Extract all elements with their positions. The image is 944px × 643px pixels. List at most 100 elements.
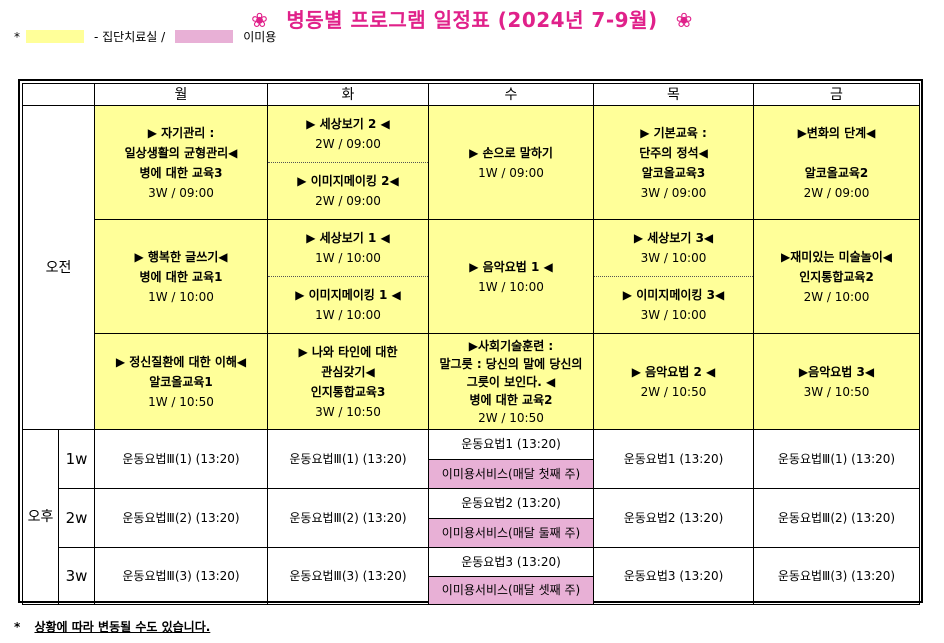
pm-cell-tue: 운동요법Ⅲ(3) (13:20) <box>267 547 429 605</box>
flower-icon: ❀ <box>251 8 269 32</box>
pm-wed-exercise: 운동요법1 (13:20) <box>429 430 593 460</box>
cell-line: ▶음악요법 3◀ <box>798 364 875 379</box>
cell-line: 2W / 09:00 <box>315 137 381 151</box>
am-cell-thu: ▶ 기본교육 : 단주의 정석◀ 알코올교육3 3W / 09:00 <box>593 105 754 220</box>
cell-line: ▶ 행복한 글쓰기◀ <box>134 249 228 264</box>
cell-line: 1W / 10:00 <box>148 289 214 304</box>
am-cell-mon: ▶ 자기관리 : 일상생활의 균형관리◀ 병에 대한 교육3 3W / 09:0… <box>94 105 268 220</box>
cell-line: 그릇이 보인다. ◀ <box>466 374 556 389</box>
pm-cell-mon: 운동요법Ⅲ(2) (13:20) <box>94 488 268 548</box>
pm-cell-mon: 운동요법Ⅲ(3) (13:20) <box>94 547 268 605</box>
schedule-table: 월 화 수 목 금 오전 ▶ 자기관리 : 일상생활의 균형관리◀ 병에 대한 … <box>22 83 920 605</box>
pm-cell-fri: 운동요법Ⅲ(3) (13:20) <box>753 547 920 605</box>
am-cell-fri: ▶음악요법 3◀ 3W / 10:50 <box>753 333 920 430</box>
pm-cell-wed: 운동요법2 (13:20) 이미용서비스(매달 둘째 주) <box>428 488 594 548</box>
cell-line: 인지통합교육3 <box>310 384 386 399</box>
cell-line: 3W / 10:00 <box>640 308 707 322</box>
am-cell-tue: ▶ 나와 타인에 대한 관심갖기◀ 인지통합교육3 3W / 10:50 <box>267 333 429 430</box>
cell-line: ▶ 이미지메이킹 3◀ <box>622 288 725 302</box>
cell-line: ▶ 기본교육 : <box>640 125 707 140</box>
cell-line: 2W / 10:50 <box>640 384 707 399</box>
cell-line: 알코올교육2 <box>804 165 869 180</box>
am-cell-mon: ▶ 행복한 글쓰기◀ 병에 대한 교육1 1W / 10:00 <box>94 219 268 334</box>
cell-line: 1W / 10:00 <box>315 251 381 265</box>
pm-cell-mon: 운동요법Ⅲ(1) (13:20) <box>94 429 268 489</box>
pm-cell-thu: 운동요법2 (13:20) <box>593 488 754 548</box>
cell-line: 단주의 정석◀ <box>639 145 708 160</box>
am-cell-tue: ▶ 세상보기 1 ◀ 1W / 10:00 ▶ 이미지메이킹 1 ◀ 1W / … <box>267 219 429 334</box>
cell-line: ▶ 자기관리 : <box>147 125 215 140</box>
corner-cell <box>22 83 95 106</box>
cell-line: ▶ 세상보기 3◀ <box>633 231 714 245</box>
flower-icon: ❀ <box>675 8 693 32</box>
cell-line: 3W / 10:50 <box>803 384 870 399</box>
legend-bullet: * <box>14 29 20 44</box>
legend-pink-label: 이미용 <box>243 30 277 44</box>
am-row: ▶ 정신질환에 대한 이해◀ 알코올교육1 1W / 10:50 ▶ 나와 타인… <box>23 333 920 430</box>
day-header-thu: 목 <box>593 83 754 106</box>
pm-row: 오후 1w 운동요법Ⅲ(1) (13:20) 운동요법Ⅲ(1) (13:20) … <box>22 429 920 605</box>
am-cell-fri: ▶변화의 단계◀ 알코올교육2 2W / 09:00 <box>753 105 920 220</box>
cell-line: 3W / 10:00 <box>640 251 707 265</box>
am-row: 오전 ▶ 자기관리 : 일상생활의 균형관리◀ 병에 대한 교육3 3W / 0… <box>22 105 920 430</box>
color-legend: * - 집단치료실 / 이미용 <box>14 28 280 45</box>
yellow-swatch <box>26 30 84 43</box>
cell-line: 3W / 09:00 <box>148 185 214 200</box>
pm-cell-thu: 운동요법3 (13:20) <box>593 547 754 605</box>
am-session-label: 오전 <box>22 105 95 430</box>
legend-yellow-label: - 집단치료실 / <box>94 30 166 44</box>
cell-line: 병에 대한 교육2 <box>469 392 553 407</box>
pm-cell-tue: 운동요법Ⅲ(2) (13:20) <box>267 488 429 548</box>
header-row: 월 화 수 목 금 <box>22 83 920 106</box>
cell-line: ▶ 세상보기 2 ◀ <box>306 117 390 131</box>
cell-line: 3W / 09:00 <box>640 185 707 200</box>
cell-line: 인지통합교육2 <box>799 269 874 284</box>
cell-line: ▶ 이미지메이킹 1 ◀ <box>295 288 401 302</box>
am-cell-thu: ▶ 세상보기 3◀ 3W / 10:00 ▶ 이미지메이킹 3◀ 3W / 10… <box>593 219 754 334</box>
cell-line: 말그릇 : 당신의 말에 당신의 <box>439 356 583 371</box>
cell-line: 알코올교육1 <box>149 374 213 389</box>
day-header-mon: 월 <box>94 83 268 106</box>
footnote-bullet: * <box>14 620 21 634</box>
am-cell-wed: ▶ 음악요법 1 ◀ 1W / 10:00 <box>428 219 594 334</box>
pm-row: 2w 운동요법Ⅲ(2) (13:20) 운동요법Ⅲ(2) (13:20) 운동요… <box>23 488 920 548</box>
cell-line: ▶재미있는 미술놀이◀ <box>781 249 892 264</box>
cell-line: 2W / 10:00 <box>803 289 870 304</box>
cell-line: 2W / 10:50 <box>478 410 544 425</box>
cell-line: 병에 대한 교육1 <box>139 269 223 284</box>
cell-line: ▶ 이미지메이킹 2◀ <box>297 174 399 188</box>
day-header-wed: 수 <box>428 83 594 106</box>
pm-cell-wed: 운동요법1 (13:20) 이미용서비스(매달 첫째 주) <box>428 429 594 489</box>
pm-wed-exercise: 운동요법2 (13:20) <box>429 489 593 519</box>
cell-line: 1W / 10:00 <box>478 279 544 294</box>
pink-swatch <box>175 30 234 43</box>
cell-line: 2W / 09:00 <box>803 185 870 200</box>
footnote-text: 상황에 따라 변동될 수도 있습니다. <box>34 620 211 634</box>
cell-line: ▶ 세상보기 1 ◀ <box>306 231 390 245</box>
pm-wed-exercise: 운동요법3 (13:20) <box>429 548 593 577</box>
cell-line: 관심갖기◀ <box>321 364 375 379</box>
cell-line: ▶ 정신질환에 대한 이해◀ <box>115 354 247 369</box>
cell-line: ▶변화의 단계◀ <box>797 125 876 140</box>
pm-cell-tue: 운동요법Ⅲ(1) (13:20) <box>267 429 429 489</box>
cell-line: 2W / 09:00 <box>315 194 381 208</box>
am-cell-thu: ▶ 음악요법 2 ◀ 2W / 10:50 <box>593 333 754 430</box>
am-cell-fri: ▶재미있는 미술놀이◀ 인지통합교육2 2W / 10:00 <box>753 219 920 334</box>
cell-line: 병에 대한 교육3 <box>139 165 223 180</box>
am-cell-wed: ▶ 손으로 말하기 1W / 09:00 <box>428 105 594 220</box>
cell-line: ▶ 음악요법 2 ◀ <box>631 364 716 379</box>
pm-cell-fri: 운동요법Ⅲ(2) (13:20) <box>753 488 920 548</box>
pm-cell-wed: 운동요법3 (13:20) 이미용서비스(매달 셋째 주) <box>428 547 594 605</box>
cell-line: 1W / 09:00 <box>478 165 544 180</box>
footnote: * 상황에 따라 변동될 수도 있습니다. <box>14 618 210 635</box>
pm-wed-beauty-service: 이미용서비스(매달 셋째 주) <box>429 576 593 604</box>
cell-line: 3W / 10:50 <box>315 404 381 419</box>
cell-line: ▶ 손으로 말하기 <box>469 145 553 160</box>
cell-line: 1W / 10:00 <box>315 308 381 322</box>
cell-line: 알코올교육3 <box>641 165 706 180</box>
pm-wed-beauty-service: 이미용서비스(매달 둘째 주) <box>429 518 593 547</box>
pm-row: 3w 운동요법Ⅲ(3) (13:20) 운동요법Ⅲ(3) (13:20) 운동요… <box>23 547 920 605</box>
am-cell-tue: ▶ 세상보기 2 ◀ 2W / 09:00 ▶ 이미지메이킹 2◀ 2W / 0… <box>267 105 429 220</box>
pm-session-label: 오후 <box>22 429 59 605</box>
week-label: 1w <box>58 429 95 489</box>
